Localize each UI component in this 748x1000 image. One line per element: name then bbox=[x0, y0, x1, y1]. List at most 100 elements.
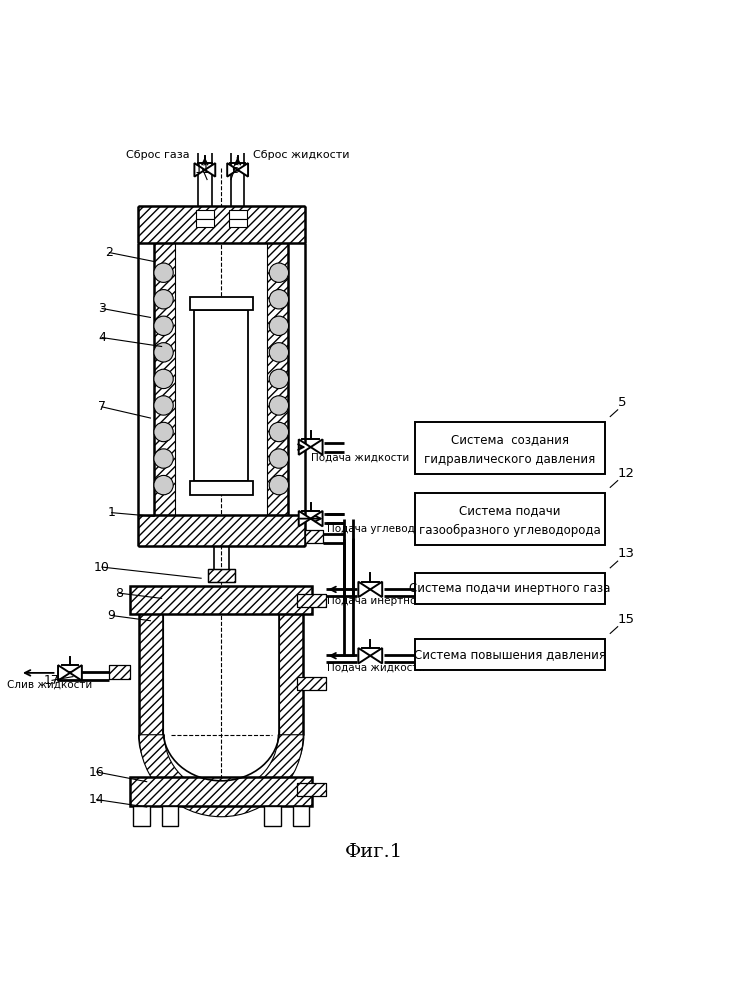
Bar bbox=[297, 677, 325, 690]
Text: 11: 11 bbox=[194, 163, 210, 176]
Text: 4: 4 bbox=[98, 331, 106, 344]
Bar bbox=[297, 783, 325, 796]
Bar bbox=[138, 515, 304, 546]
Polygon shape bbox=[298, 439, 310, 455]
Polygon shape bbox=[370, 648, 382, 664]
Circle shape bbox=[269, 316, 289, 335]
Text: 10: 10 bbox=[94, 561, 110, 574]
Text: 15: 15 bbox=[618, 613, 635, 626]
Polygon shape bbox=[238, 163, 248, 177]
Circle shape bbox=[269, 263, 289, 282]
Bar bbox=[297, 594, 325, 607]
Text: 17: 17 bbox=[44, 674, 60, 687]
Text: гидравлического давления: гидравлического давления bbox=[424, 453, 595, 466]
Bar bbox=[297, 594, 325, 607]
Text: 6: 6 bbox=[230, 163, 239, 176]
Bar bbox=[109, 665, 130, 679]
Bar bbox=[292, 806, 309, 826]
Text: 16: 16 bbox=[89, 766, 105, 779]
Polygon shape bbox=[227, 163, 238, 177]
Bar bbox=[279, 614, 303, 735]
Bar bbox=[196, 210, 214, 219]
Circle shape bbox=[154, 475, 174, 495]
Bar bbox=[190, 297, 253, 310]
Circle shape bbox=[154, 263, 174, 282]
Bar bbox=[268, 243, 288, 515]
Bar bbox=[194, 310, 248, 481]
Text: газообразного углеводорода: газообразного углеводорода bbox=[419, 524, 601, 537]
Bar bbox=[304, 530, 323, 543]
Text: 5: 5 bbox=[618, 396, 626, 409]
Bar bbox=[138, 206, 304, 243]
Text: 1: 1 bbox=[108, 506, 116, 519]
Bar bbox=[196, 219, 214, 227]
Bar bbox=[139, 614, 303, 735]
Text: 9: 9 bbox=[108, 609, 116, 622]
Bar bbox=[139, 614, 163, 735]
Text: Слив жидкости: Слив жидкости bbox=[7, 680, 92, 690]
Text: Система повышения давления: Система повышения давления bbox=[414, 648, 606, 661]
Polygon shape bbox=[370, 582, 382, 597]
Bar bbox=[109, 665, 130, 679]
Text: Подача инертного газа: Подача инертного газа bbox=[327, 596, 456, 606]
Text: 14: 14 bbox=[89, 793, 105, 806]
Circle shape bbox=[154, 369, 174, 389]
Circle shape bbox=[154, 290, 174, 309]
Text: 8: 8 bbox=[115, 587, 123, 600]
Bar bbox=[162, 806, 178, 826]
Polygon shape bbox=[310, 511, 322, 526]
Bar bbox=[208, 569, 235, 582]
Circle shape bbox=[269, 369, 289, 389]
Text: Подача жидкости: Подача жидкости bbox=[310, 453, 409, 463]
Bar bbox=[297, 783, 325, 796]
Text: 13: 13 bbox=[618, 547, 635, 560]
Polygon shape bbox=[310, 439, 322, 455]
Text: Подача жидкости: Подача жидкости bbox=[327, 663, 426, 673]
Bar bbox=[130, 586, 312, 614]
Circle shape bbox=[269, 475, 289, 495]
Circle shape bbox=[269, 449, 289, 468]
Text: 12: 12 bbox=[618, 467, 635, 480]
Text: Система  создания: Система создания bbox=[451, 434, 569, 447]
Bar bbox=[154, 243, 175, 515]
Text: Система подачи: Система подачи bbox=[459, 504, 561, 517]
Polygon shape bbox=[70, 665, 82, 681]
Bar bbox=[265, 806, 280, 826]
Text: Фиг.1: Фиг.1 bbox=[345, 843, 403, 861]
Bar bbox=[130, 777, 312, 806]
Circle shape bbox=[154, 316, 174, 335]
Polygon shape bbox=[358, 582, 370, 597]
Circle shape bbox=[269, 422, 289, 442]
Circle shape bbox=[154, 449, 174, 468]
Bar bbox=[130, 777, 312, 806]
Text: 2: 2 bbox=[105, 246, 114, 259]
Circle shape bbox=[154, 422, 174, 442]
Polygon shape bbox=[298, 511, 310, 526]
Bar bbox=[190, 481, 253, 495]
Wedge shape bbox=[139, 735, 303, 817]
Polygon shape bbox=[205, 163, 215, 177]
Text: 3: 3 bbox=[98, 302, 106, 315]
Circle shape bbox=[269, 290, 289, 309]
Text: Сброс газа: Сброс газа bbox=[126, 150, 190, 160]
Bar bbox=[415, 422, 605, 474]
Bar bbox=[415, 639, 605, 670]
Text: 7: 7 bbox=[98, 400, 106, 413]
Polygon shape bbox=[358, 648, 370, 664]
Circle shape bbox=[154, 396, 174, 415]
Polygon shape bbox=[58, 665, 70, 681]
Text: Сброс жидкости: Сброс жидкости bbox=[253, 150, 349, 160]
Text: Система подачи инертного газа: Система подачи инертного газа bbox=[409, 582, 610, 595]
Bar bbox=[208, 569, 235, 582]
Circle shape bbox=[269, 343, 289, 362]
Text: Подача углеводорода: Подача углеводорода bbox=[327, 524, 447, 534]
Circle shape bbox=[154, 343, 174, 362]
Bar bbox=[415, 573, 605, 604]
Bar bbox=[130, 586, 312, 614]
Bar bbox=[133, 806, 150, 826]
Bar bbox=[297, 677, 325, 690]
Bar bbox=[304, 530, 323, 543]
Bar bbox=[415, 493, 605, 545]
Bar bbox=[229, 219, 247, 227]
Polygon shape bbox=[194, 163, 205, 177]
